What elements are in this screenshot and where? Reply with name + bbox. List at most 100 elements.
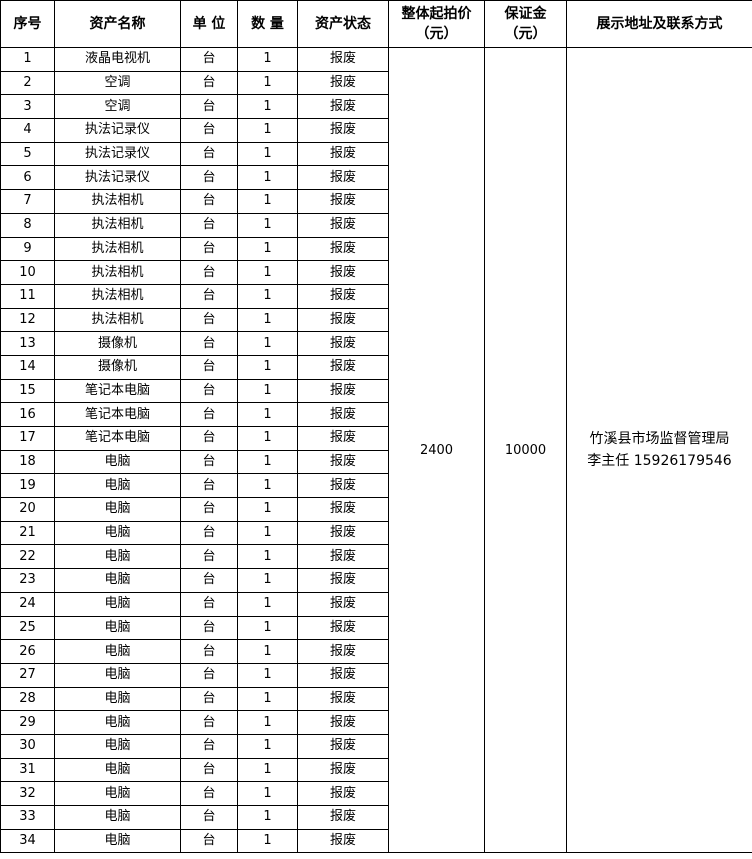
header-asset-status: 资产状态 [297, 0, 389, 48]
quantity: 1 [237, 236, 298, 262]
asset-name: 电脑 [54, 497, 181, 522]
unit: 台 [180, 354, 238, 380]
quantity: 1 [237, 141, 298, 167]
row-index: 4 [0, 118, 55, 143]
asset-name: 笔记本电脑 [54, 426, 181, 451]
table-row: 15 笔记本电脑台 1 报废 [0, 378, 752, 404]
quantity: 1 [237, 70, 298, 96]
quantity: 1 [237, 544, 298, 570]
asset-status: 报废 [297, 615, 389, 641]
table-row: 26 电脑台 1 报废 [0, 639, 752, 664]
asset-status: 报废 [297, 497, 389, 522]
header-index: 序号 [0, 0, 55, 48]
asset-name: 电脑 [54, 805, 181, 830]
quantity: 1 [237, 449, 298, 475]
starting-price: 2400 [388, 46, 485, 854]
asset-status: 报废 [297, 591, 389, 617]
row-index: 13 [0, 331, 55, 356]
row-index: 6 [0, 165, 55, 191]
asset-status: 报废 [297, 189, 389, 214]
asset-name: 电脑 [54, 733, 181, 759]
asset-name: 电脑 [54, 615, 181, 641]
unit: 台 [180, 733, 238, 759]
row-index: 21 [0, 520, 55, 546]
table-row: 25 电脑台 1 报废 [0, 615, 752, 641]
header-starting-price: 整体起拍价 （元） [388, 0, 485, 48]
quantity: 1 [237, 497, 298, 522]
header-quantity: 数 量 [237, 0, 298, 48]
table-row: 18 电脑台 1 报废 [0, 449, 752, 475]
header-deposit: 保证金 （元） [484, 0, 567, 48]
deposit: 10000 [484, 46, 567, 854]
asset-status: 报废 [297, 307, 389, 333]
table-row: 17 笔记本电脑台 1 报废 [0, 426, 752, 451]
quantity: 1 [237, 307, 298, 333]
quantity: 1 [237, 639, 298, 664]
row-index: 8 [0, 212, 55, 238]
unit: 台 [180, 307, 238, 333]
row-index: 5 [0, 141, 55, 167]
quantity: 1 [237, 473, 298, 499]
quantity: 1 [237, 615, 298, 641]
row-index: 24 [0, 591, 55, 617]
asset-status: 报废 [297, 473, 389, 499]
unit: 台 [180, 781, 238, 806]
header-asset-name: 资产名称 [54, 0, 181, 48]
asset-name: 执法记录仪 [54, 141, 181, 167]
header-contact: 展示地址及联系方式 [566, 0, 752, 48]
unit: 台 [180, 449, 238, 475]
table-row: 29 电脑台 1 报废 [0, 710, 752, 735]
asset-status: 报废 [297, 662, 389, 688]
row-index: 23 [0, 568, 55, 593]
asset-status: 报废 [297, 283, 389, 309]
row-index: 20 [0, 497, 55, 522]
asset-name: 电脑 [54, 757, 181, 783]
asset-name: 电脑 [54, 686, 181, 712]
asset-status: 报废 [297, 449, 389, 475]
quantity: 1 [237, 710, 298, 735]
table-row: 34 电脑台 1 报废 [0, 828, 752, 854]
unit: 台 [180, 118, 238, 143]
quantity: 1 [237, 662, 298, 688]
quantity: 1 [237, 781, 298, 806]
asset-name: 电脑 [54, 781, 181, 806]
unit: 台 [180, 497, 238, 522]
row-index: 25 [0, 615, 55, 641]
asset-name: 摄像机 [54, 331, 181, 356]
header-row: 序号 资产名称 单 位 数 量 资产状态 整体起拍价 （元） 保证金 （元） 展… [0, 0, 752, 48]
asset-name: 笔记本电脑 [54, 378, 181, 404]
unit: 台 [180, 591, 238, 617]
quantity: 1 [237, 260, 298, 285]
row-index: 7 [0, 189, 55, 214]
row-index: 26 [0, 639, 55, 664]
unit: 台 [180, 378, 238, 404]
table-row: 1 液晶电视机台 1 报废 2400 10000 竹溪县市场监督管理局 李主任 1592617… [0, 46, 752, 854]
unit: 台 [180, 757, 238, 783]
asset-status: 报废 [297, 639, 389, 664]
asset-name: 空调 [54, 70, 181, 96]
row-index: 30 [0, 733, 55, 759]
table-row: 3 空调台 1 报废 [0, 94, 752, 120]
unit: 台 [180, 260, 238, 285]
row-index: 18 [0, 449, 55, 475]
asset-status: 报废 [297, 733, 389, 759]
unit: 台 [180, 94, 238, 120]
table-row: 14 摄像机台 1 报废 [0, 354, 752, 380]
quantity: 1 [237, 568, 298, 593]
quantity: 1 [237, 165, 298, 191]
unit: 台 [180, 805, 238, 830]
unit: 台 [180, 47, 238, 72]
unit: 台 [180, 70, 238, 96]
table-row: 30 电脑台 1 报废 [0, 733, 752, 759]
quantity: 1 [237, 426, 298, 451]
unit: 台 [180, 212, 238, 238]
row-index: 11 [0, 283, 55, 309]
asset-status: 报废 [297, 686, 389, 712]
unit: 台 [180, 165, 238, 191]
asset-status: 报废 [297, 378, 389, 404]
asset-status: 报废 [297, 828, 389, 854]
table-body: 1 液晶电视机台 1 报废 2400 10000 竹溪县市场监督管理局 李主任 1592617… [0, 46, 752, 854]
unit: 台 [180, 828, 238, 854]
table-row: 9 执法相机台 1 报废 [0, 236, 752, 262]
quantity: 1 [237, 757, 298, 783]
